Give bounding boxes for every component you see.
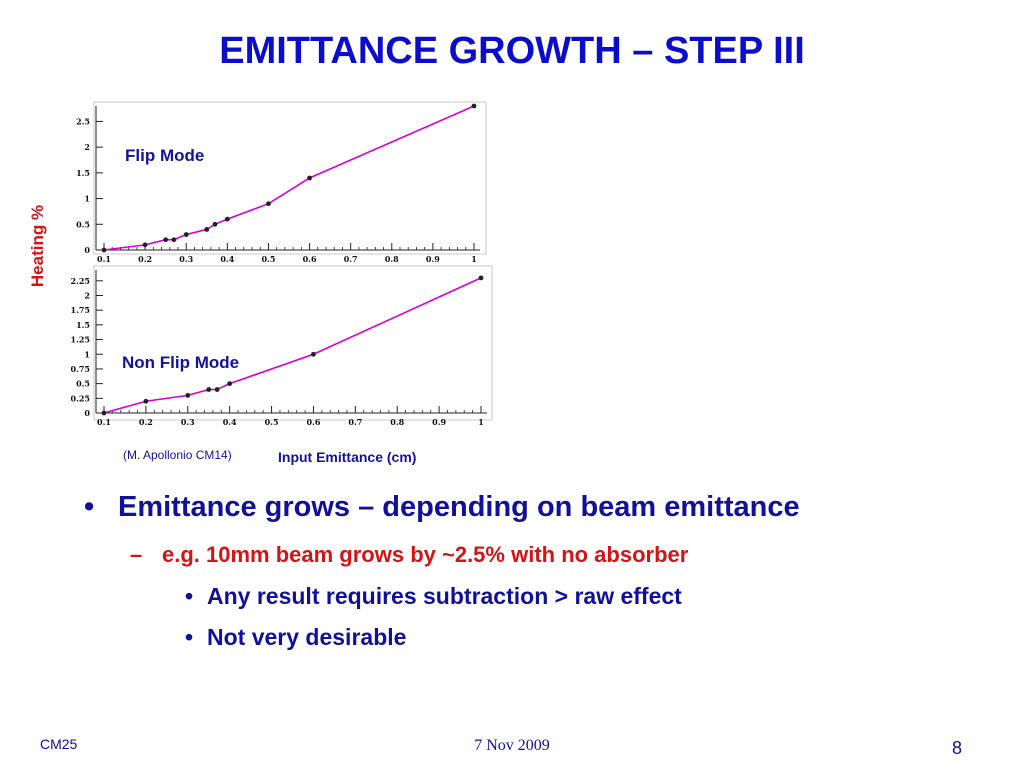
x-tick-label: 0.8 [390, 417, 404, 427]
data-point [171, 237, 177, 243]
data-point [204, 227, 210, 232]
x-tick-label: 1 [478, 417, 484, 427]
data-point [307, 175, 312, 181]
x-tick-label: 0.1 [97, 417, 111, 427]
data-point [101, 247, 107, 253]
series-line [103, 277, 482, 414]
bullet-level3: • Any result requires subtraction > raw … [185, 583, 682, 610]
non-flip-mode-annotation: Non Flip Mode [122, 353, 240, 372]
x-tick-label: 1 [471, 254, 477, 264]
y-tick-label: 0 [84, 408, 90, 418]
x-tick-label: 0.3 [181, 417, 195, 427]
y-tick-label: 1 [84, 349, 90, 359]
y-tick-label: 0.5 [76, 219, 90, 229]
y-tick-label: 1 [84, 194, 90, 204]
x-tick-label: 0.4 [220, 254, 234, 264]
data-point [212, 221, 218, 227]
bullet-text: Not very desirable [207, 624, 407, 650]
footer-date: 7 Nov 2009 [474, 737, 550, 754]
flip-mode-chart: 0.1 0.2 0.3 0.4 0.5 0.6 0.7 0.8 0.9 1 0 0.5 1 1.5 2 2.5 [76, 101, 487, 264]
bullet-text: Any result requires subtraction > raw ef… [207, 583, 682, 609]
x-tick-label: 0.2 [138, 254, 152, 264]
y-tick-label: 0 [84, 245, 90, 255]
data-point [183, 232, 189, 237]
plot-frame [93, 101, 487, 255]
footer-left: CM25 [40, 736, 78, 752]
x-axis-label: Input Emittance (cm) [278, 449, 417, 465]
bullet-marker: • [185, 624, 194, 650]
y-tick-label: 0.5 [76, 379, 90, 389]
x-tick-label: 0.7 [344, 254, 358, 264]
x-tick-label: 0.5 [261, 254, 275, 264]
y-tick-label: 0.25 [71, 393, 90, 403]
data-point [311, 351, 316, 357]
slide-title: EMITTANCE GROWTH – STEP III [219, 30, 805, 72]
y-tick-label: 2.25 [71, 276, 90, 286]
y-tick-label: 1.5 [76, 320, 90, 330]
data-point [206, 387, 212, 392]
y-tick-label: 0.75 [71, 364, 90, 374]
page-number: 8 [952, 738, 963, 758]
data-point [266, 201, 271, 207]
data-point [163, 237, 169, 243]
data-point [471, 103, 477, 109]
bullet-level2: – e.g. 10mm beam grows by ~2.5% with no … [130, 542, 688, 568]
chart-credit: (M. Apollonio CM14) [123, 448, 232, 462]
data-point [101, 410, 107, 416]
data-point [185, 392, 191, 398]
non-flip-mode-chart: 0.1 0.2 0.3 0.4 0.5 0.6 0.7 0.8 0.9 1 0 0.25 0.5 0.75… [71, 265, 493, 427]
y-tick-label: 1.5 [76, 168, 90, 178]
y-tick-label: 1.75 [71, 305, 90, 315]
x-tick-label: 0.8 [385, 254, 399, 264]
bullet-marker: • [84, 491, 95, 523]
bullet-level3: • Not very desirable [185, 624, 406, 651]
x-tick-label: 0.5 [265, 417, 279, 427]
flip-mode-annotation: Flip Mode [125, 146, 205, 165]
plot-frame [93, 265, 493, 421]
data-point [227, 381, 233, 387]
data-point [214, 387, 220, 392]
y-tick-label: 2.5 [76, 116, 90, 126]
data-point [142, 242, 148, 248]
y-tick-label: 2 [84, 142, 90, 152]
dash-marker: – [130, 542, 143, 567]
x-tick-label: 0.9 [432, 417, 446, 427]
x-tick-label: 0.3 [179, 254, 193, 264]
x-tick-label: 0.6 [303, 254, 317, 264]
x-tick-label: 0.1 [97, 254, 111, 264]
x-tick-label: 0.7 [348, 417, 362, 427]
x-tick-label: 0.4 [223, 417, 237, 427]
y-tick-label: 2 [84, 291, 90, 301]
y-axis-label: Heating % [28, 204, 47, 288]
x-tick-label: 0.2 [139, 417, 153, 427]
bullet-marker: • [185, 583, 194, 609]
data-point [224, 216, 230, 222]
data-point [478, 275, 484, 281]
x-tick-label: 0.9 [426, 254, 440, 264]
x-tick-label: 0.6 [306, 417, 320, 427]
bullet-text: Emittance grows – depending on beam emit… [118, 491, 800, 523]
y-tick-label: 1.25 [71, 335, 90, 345]
bullet-text: e.g. 10mm beam grows by ~2.5% with no ab… [162, 542, 689, 567]
data-point [143, 398, 149, 404]
